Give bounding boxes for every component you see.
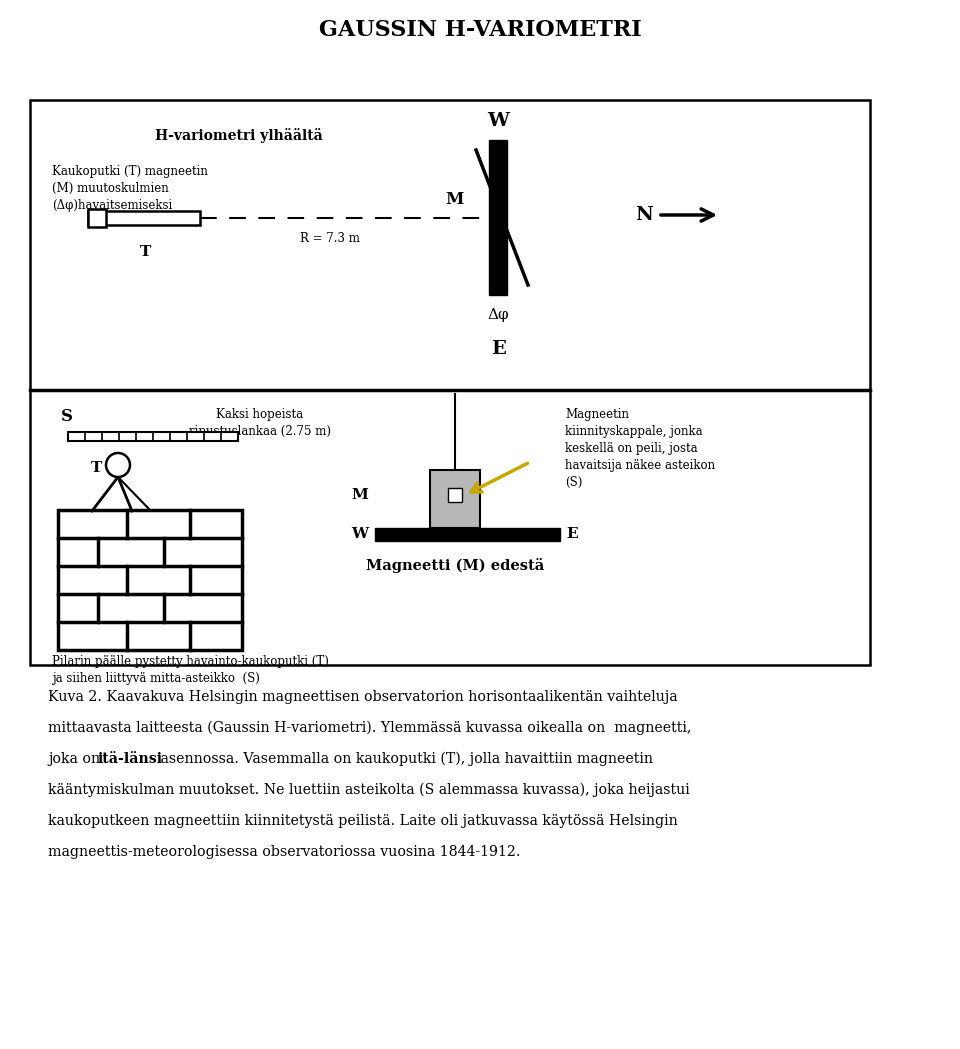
Text: S: S (61, 408, 73, 425)
Text: Δφ: Δφ (487, 308, 509, 322)
Bar (68, 432, 238, 441)
Circle shape (106, 453, 130, 477)
Text: T: T (91, 461, 102, 475)
Text: Magneetin
kiinnityskappale, jonka
keskellä on peili, josta
havaitsija näkee aste: Magneetin kiinnityskappale, jonka keskel… (565, 408, 715, 489)
Bar (88, 211, 200, 224)
Text: Kaukoputki (T) magneetin
(M) muutoskulmien
(Δφ)havaitsemiseksi: Kaukoputki (T) magneetin (M) muutoskulmi… (52, 165, 208, 212)
Text: M: M (445, 192, 464, 209)
Text: W: W (487, 112, 509, 130)
Text: joka on: joka on (48, 752, 105, 766)
Text: W: W (350, 527, 368, 541)
Text: M: M (351, 488, 368, 502)
Text: magneettis-meteorologisessa observatoriossa vuosina 1844-1912.: magneettis-meteorologisessa observatorio… (48, 845, 520, 859)
Bar (430, 470, 480, 528)
Bar (375, 528, 560, 541)
Text: E: E (491, 340, 505, 358)
Text: kaukoputkeen magneettiin kiinnitetystä peilistä. Laite oli jatkuvassa käytössä H: kaukoputkeen magneettiin kiinnitetystä p… (48, 814, 678, 828)
Text: Kaksi hopeista
ripustuslankaa (2.75 m): Kaksi hopeista ripustuslankaa (2.75 m) (189, 408, 331, 438)
Text: R = 7.3 m: R = 7.3 m (300, 232, 360, 245)
Text: N: N (635, 206, 653, 224)
Text: itä-länsi: itä-länsi (98, 752, 163, 766)
Text: Pilarin päälle pystetty havainto-kaukoputki (T)
ja siihen liittyvä mitta-asteikk: Pilarin päälle pystetty havainto-kaukopu… (52, 655, 329, 685)
Text: E: E (566, 527, 578, 541)
Text: mittaavasta laitteesta (Gaussin H-variometri). Ylemmässä kuvassa oikealla on  ma: mittaavasta laitteesta (Gaussin H-variom… (48, 721, 691, 735)
Bar (58, 510, 242, 650)
Text: Magneetti (M) edestä: Magneetti (M) edestä (366, 558, 544, 573)
Text: T: T (139, 245, 151, 259)
Text: Kuva 2. Kaavakuva Helsingin magneettisen observatorion horisontaalikentän vaihte: Kuva 2. Kaavakuva Helsingin magneettisen… (48, 690, 678, 704)
Text: asennossa. Vasemmalla on kaukoputki (T), jolla havaittiin magneetin: asennossa. Vasemmalla on kaukoputki (T),… (156, 752, 653, 767)
Text: kääntymiskulman muutokset. Ne luettiin asteikolta (S alemmassa kuvassa), joka he: kääntymiskulman muutokset. Ne luettiin a… (48, 783, 689, 797)
Bar (489, 140, 507, 295)
Text: GAUSSIN H-VARIOMETRI: GAUSSIN H-VARIOMETRI (319, 19, 641, 41)
Bar (30, 100, 870, 665)
Text: H-variometri ylhäältä: H-variometri ylhäältä (155, 128, 323, 143)
Bar (448, 488, 462, 502)
Bar (88, 209, 106, 227)
